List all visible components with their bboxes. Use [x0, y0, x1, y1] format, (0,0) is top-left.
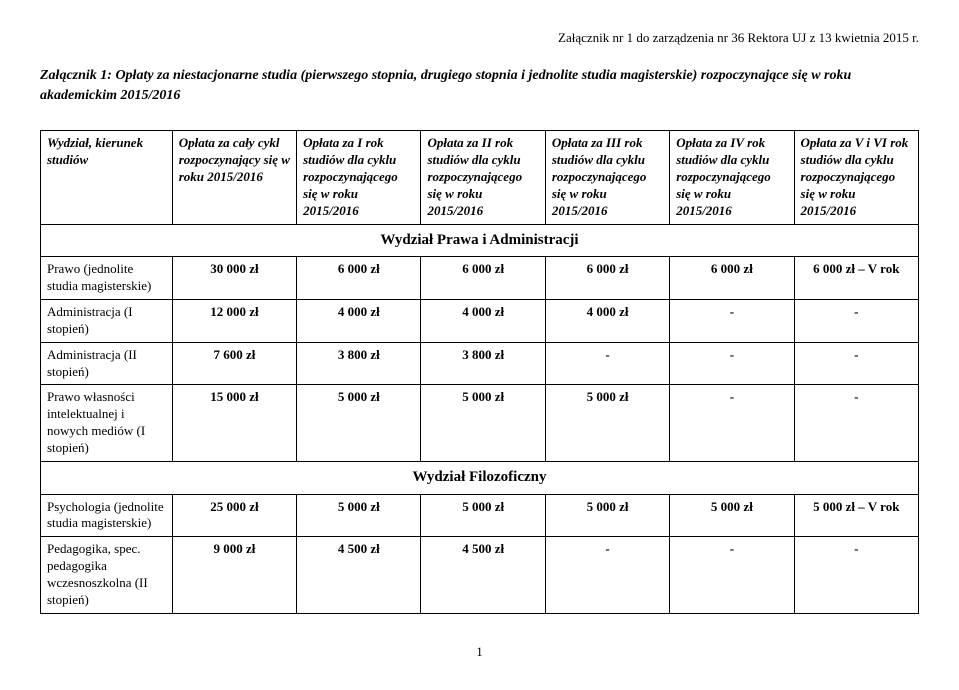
row-value: 12 000 zł	[172, 299, 296, 342]
row-value: 3 800 zł	[421, 342, 545, 385]
row-value: 25 000 zł	[172, 494, 296, 537]
row-value: 5 000 zł	[545, 385, 669, 462]
row-value: 3 800 zł	[297, 342, 421, 385]
col-header-rok-5-6: Opłata za V i VI rok studiów dla cyklu r…	[794, 131, 918, 224]
table-row: Pedagogika, spec. pedagogika wczesnoszko…	[41, 537, 919, 614]
row-value: 30 000 zł	[172, 257, 296, 300]
page-number: 1	[40, 644, 919, 660]
row-value: -	[670, 385, 794, 462]
section-title-row: Wydział Prawa i Administracji	[41, 224, 919, 257]
col-header-rok-2: Opłata za II rok studiów dla cyklu rozpo…	[421, 131, 545, 224]
row-value: 5 000 zł	[297, 385, 421, 462]
section-title: Wydział Filozoficzny	[41, 462, 919, 495]
row-value: 5 000 zł	[545, 494, 669, 537]
row-label: Prawo (jednolite studia magisterskie)	[41, 257, 173, 300]
row-value: -	[545, 342, 669, 385]
col-header-rok-1: Opłata za I rok studiów dla cyklu rozpoc…	[297, 131, 421, 224]
row-label: Administracja (II stopień)	[41, 342, 173, 385]
row-value: 4 000 zł	[421, 299, 545, 342]
table-row: Administracja (II stopień)7 600 zł3 800 …	[41, 342, 919, 385]
header-annex-note: Załącznik nr 1 do zarządzenia nr 36 Rekt…	[40, 30, 919, 46]
row-value: 4 500 zł	[297, 537, 421, 614]
row-value: 4 000 zł	[297, 299, 421, 342]
row-value: 15 000 zł	[172, 385, 296, 462]
table-row: Psychologia (jednolite studia magistersk…	[41, 494, 919, 537]
row-value: 6 000 zł	[670, 257, 794, 300]
row-value: -	[670, 537, 794, 614]
section-title-row: Wydział Filozoficzny	[41, 462, 919, 495]
row-label: Prawo własności intelektualnej i nowych …	[41, 385, 173, 462]
col-header-kierunek: Wydział, kierunek studiów	[41, 131, 173, 224]
table-header-row: Wydział, kierunek studiów Opłata za cały…	[41, 131, 919, 224]
row-label: Pedagogika, spec. pedagogika wczesnoszko…	[41, 537, 173, 614]
row-value: 5 000 zł	[421, 385, 545, 462]
row-value: 5 000 zł	[421, 494, 545, 537]
row-value: 7 600 zł	[172, 342, 296, 385]
row-value: 5 000 zł – V rok	[794, 494, 918, 537]
row-value: 6 000 zł	[297, 257, 421, 300]
col-header-caly-cykl: Opłata za cały cykl rozpoczynający się w…	[172, 131, 296, 224]
section-title: Wydział Prawa i Administracji	[41, 224, 919, 257]
table-row: Prawo własności intelektualnej i nowych …	[41, 385, 919, 462]
col-header-rok-3: Opłata za III rok studiów dla cyklu rozp…	[545, 131, 669, 224]
row-label: Psychologia (jednolite studia magistersk…	[41, 494, 173, 537]
row-value: -	[794, 537, 918, 614]
row-value: -	[545, 537, 669, 614]
table-row: Administracja (I stopień)12 000 zł4 000 …	[41, 299, 919, 342]
fees-table: Wydział, kierunek studiów Opłata za cały…	[40, 130, 919, 614]
col-header-rok-4: Opłata za IV rok studiów dla cyklu rozpo…	[670, 131, 794, 224]
row-value: -	[670, 299, 794, 342]
row-value: -	[794, 342, 918, 385]
row-value: 6 000 zł – V rok	[794, 257, 918, 300]
row-value: 5 000 zł	[670, 494, 794, 537]
row-value: 4 000 zł	[545, 299, 669, 342]
row-value: 9 000 zł	[172, 537, 296, 614]
row-value: 5 000 zł	[297, 494, 421, 537]
row-value: 6 000 zł	[421, 257, 545, 300]
row-value: -	[794, 385, 918, 462]
row-value: -	[794, 299, 918, 342]
row-value: 6 000 zł	[545, 257, 669, 300]
row-value: 4 500 zł	[421, 537, 545, 614]
table-row: Prawo (jednolite studia magisterskie)30 …	[41, 257, 919, 300]
row-value: -	[670, 342, 794, 385]
row-label: Administracja (I stopień)	[41, 299, 173, 342]
intro-title: Załącznik 1: Opłaty za niestacjonarne st…	[40, 66, 919, 105]
